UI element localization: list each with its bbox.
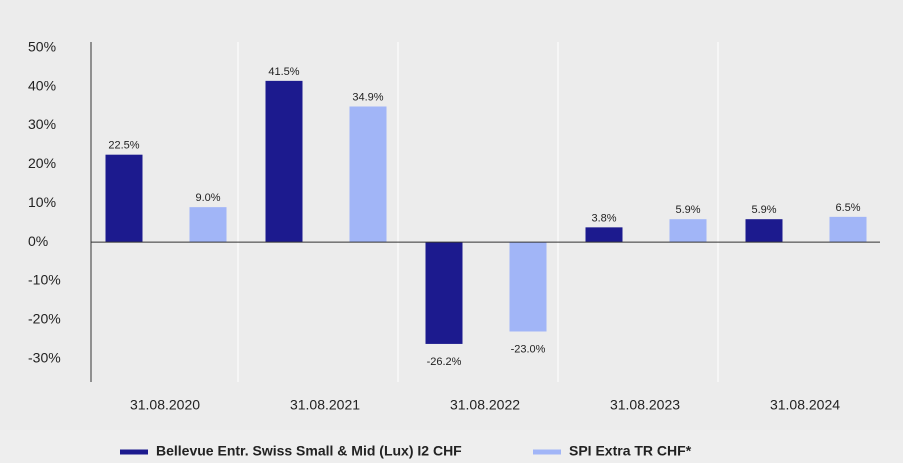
y-tick-label: 30% [28, 116, 56, 132]
y-tick-label: 10% [28, 194, 56, 210]
value-label: 34.9% [352, 91, 383, 103]
x-tick-label: 31.08.2021 [290, 397, 360, 413]
bar [189, 207, 227, 243]
y-tick-label: -30% [28, 349, 61, 365]
legend-label: SPI Extra TR CHF* [569, 443, 692, 459]
y-tick-label: 0% [28, 233, 48, 249]
bar [425, 242, 463, 344]
y-tick-label: -20% [28, 311, 61, 327]
y-tick-label: -10% [28, 272, 61, 288]
bar [349, 106, 387, 243]
x-tick-label: 31.08.2023 [610, 397, 680, 413]
x-tick-label: 31.08.2022 [450, 397, 520, 413]
value-label: -26.2% [427, 356, 462, 368]
bar [745, 219, 783, 243]
y-tick-label: 20% [28, 155, 56, 171]
bar [669, 219, 707, 243]
x-tick-label: 31.08.2024 [770, 397, 840, 413]
value-label: 5.9% [751, 204, 776, 216]
value-label: -23.0% [511, 343, 546, 355]
legend-label: Bellevue Entr. Swiss Small & Mid (Lux) I… [156, 443, 462, 459]
bar [265, 80, 303, 243]
legend-background [0, 430, 903, 463]
bar [509, 242, 547, 332]
x-tick-label: 31.08.2020 [130, 397, 200, 413]
value-label: 22.5% [108, 140, 139, 152]
y-tick-label: 50% [28, 39, 56, 55]
value-label: 41.5% [268, 66, 299, 78]
value-label: 5.9% [675, 204, 700, 216]
y-tick-label: 40% [28, 77, 56, 93]
bar [829, 216, 867, 243]
bar [585, 227, 623, 243]
value-label: 6.5% [835, 202, 860, 214]
value-label: 9.0% [195, 192, 220, 204]
bar [105, 154, 143, 243]
value-label: 3.8% [591, 212, 616, 224]
